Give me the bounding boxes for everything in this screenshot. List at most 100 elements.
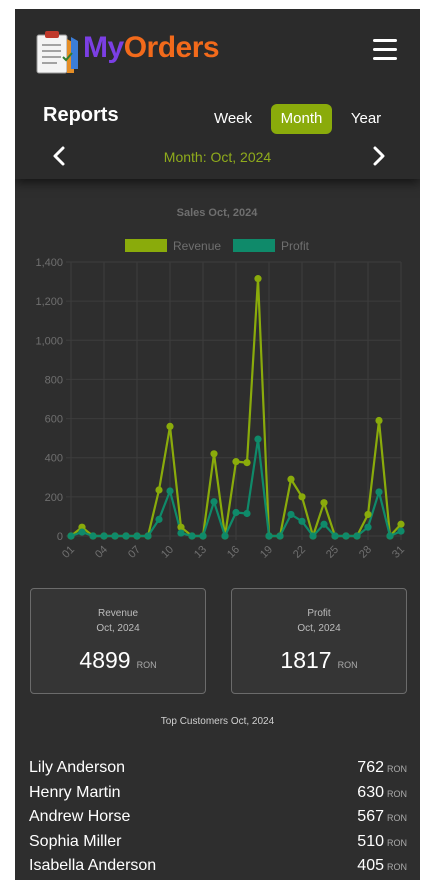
hamburger-menu-icon[interactable] xyxy=(373,39,397,61)
data-point-profit xyxy=(364,523,372,531)
y-tick-label: 0 xyxy=(57,531,63,543)
customer-name: Andrew Horse xyxy=(29,808,131,825)
data-point-profit xyxy=(67,532,75,540)
data-point-profit xyxy=(276,532,284,540)
profit-card-unit: RON xyxy=(337,660,358,670)
x-tick-label: 01 xyxy=(60,544,77,561)
customer-amount: 405 xyxy=(357,857,384,874)
data-point-profit xyxy=(287,510,295,519)
data-point-revenue xyxy=(298,493,306,501)
revenue-card-unit: RON xyxy=(136,660,157,670)
customer-name: Henry Martin xyxy=(29,783,121,801)
page-title: Reports xyxy=(43,104,119,126)
legend-label-revenue: Revenue xyxy=(173,239,221,253)
data-point-revenue xyxy=(287,475,295,483)
tab-year[interactable]: Year xyxy=(350,110,382,127)
data-point-profit xyxy=(331,532,339,540)
customer-amount: 567 xyxy=(357,808,384,825)
list-item[interactable]: Lily Anderson 762 RON xyxy=(29,759,407,784)
profit-card-value-wrap: 1817 RON xyxy=(232,647,406,674)
y-tick-label: 1,000 xyxy=(35,335,63,347)
data-point-profit xyxy=(386,532,394,540)
list-item[interactable]: Isabella Anderson 405 RON xyxy=(29,857,407,880)
customer-unit: RON xyxy=(387,764,407,774)
customer-amount: 762 xyxy=(357,759,384,776)
chevron-left-icon[interactable] xyxy=(49,145,69,167)
customer-amount: 630 xyxy=(357,783,384,801)
data-point-profit xyxy=(177,529,185,537)
data-point-profit xyxy=(144,532,152,540)
tab-month[interactable]: Month xyxy=(271,104,332,134)
data-point-profit xyxy=(78,528,86,536)
revenue-card-value-wrap: 4899 RON xyxy=(31,647,205,674)
revenue-card-label: Revenue xyxy=(97,608,139,619)
x-tick-label: 04 xyxy=(93,544,110,561)
data-point-profit xyxy=(199,532,207,540)
y-tick-label: 600 xyxy=(45,414,63,426)
revenue-card-value: 4899 xyxy=(79,647,131,673)
legend-swatch-profit xyxy=(233,239,275,252)
data-point-revenue xyxy=(155,486,163,494)
customer-name: Sophia Miller xyxy=(29,832,122,850)
data-point-profit xyxy=(375,488,383,496)
data-point-profit xyxy=(265,532,273,540)
data-point-revenue xyxy=(364,510,372,519)
data-point-profit xyxy=(111,532,119,540)
x-tick-label: 10 xyxy=(159,544,176,561)
profit-card-value: 1817 xyxy=(280,647,332,673)
customer-amount-wrap: 405 RON xyxy=(357,857,407,875)
customer-amount-wrap: 510 RON xyxy=(357,833,407,851)
data-point-revenue xyxy=(243,459,251,467)
data-point-profit xyxy=(122,532,130,540)
customer-name: Isabella Anderson xyxy=(29,857,157,874)
customer-amount-wrap: 762 RON xyxy=(357,759,407,777)
customer-unit: RON xyxy=(387,837,407,848)
data-point-revenue xyxy=(166,422,174,430)
data-point-profit xyxy=(133,532,141,540)
y-tick-label: 200 xyxy=(45,492,63,504)
list-item[interactable]: Sophia Miller 510 RON xyxy=(29,833,407,858)
sales-chart: Sales Oct, 2024 Revenue Profit 0 200 400 600 80… xyxy=(15,189,420,579)
chart-title: Sales Oct, 2024 xyxy=(177,207,259,219)
legend-swatch-revenue xyxy=(125,239,167,252)
top-customers-title: Top Customers Oct, 2024 xyxy=(160,716,275,727)
data-point-revenue xyxy=(232,458,240,466)
chevron-right-icon[interactable] xyxy=(369,145,389,167)
customer-unit: RON xyxy=(387,862,407,872)
brand-my: My xyxy=(83,31,124,64)
x-tick-label: 19 xyxy=(258,544,275,561)
brand-orders: Orders xyxy=(123,31,220,64)
y-tick-label: 1,200 xyxy=(35,296,63,308)
data-point-profit xyxy=(353,532,361,540)
data-point-revenue xyxy=(210,450,218,458)
y-tick-label: 800 xyxy=(45,374,63,386)
header: MyOrders Reports Week Month Year Month: … xyxy=(15,9,420,179)
data-point-profit xyxy=(188,532,196,540)
data-point-profit xyxy=(342,532,350,540)
data-point-profit xyxy=(320,520,328,528)
data-point-profit xyxy=(309,532,317,540)
data-point-profit xyxy=(298,517,306,525)
data-point-revenue xyxy=(375,416,383,425)
customer-amount-wrap: 630 RON xyxy=(357,784,407,802)
data-point-profit xyxy=(243,509,251,518)
sales-chart-svg: Sales Oct, 2024 Revenue Profit 0 200 400 600 80… xyxy=(35,207,407,561)
x-tick-label: 16 xyxy=(225,544,242,561)
x-tick-label: 28 xyxy=(357,544,374,561)
month-label: Month: Oct, 2024 xyxy=(163,149,272,165)
list-item[interactable]: Henry Martin 630 RON xyxy=(29,784,407,809)
data-point-revenue xyxy=(320,499,328,507)
data-point-profit xyxy=(210,498,218,506)
data-point-profit xyxy=(221,532,229,540)
customer-unit: RON xyxy=(387,813,407,823)
y-tick-label: 1,400 xyxy=(35,257,63,269)
customer-amount-wrap: 567 RON xyxy=(357,808,407,826)
x-tick-label: 25 xyxy=(324,544,341,561)
customer-unit: RON xyxy=(387,788,407,799)
customer-amount: 510 xyxy=(357,832,384,850)
top-customers-list: Lily Anderson 762 RON Henry Martin 630 RON A… xyxy=(29,759,407,880)
tab-week[interactable]: Week xyxy=(213,110,253,127)
x-tick-label: 07 xyxy=(126,544,143,561)
profit-card-label: Profit xyxy=(307,608,331,619)
list-item[interactable]: Andrew Horse 567 RON xyxy=(29,808,407,833)
